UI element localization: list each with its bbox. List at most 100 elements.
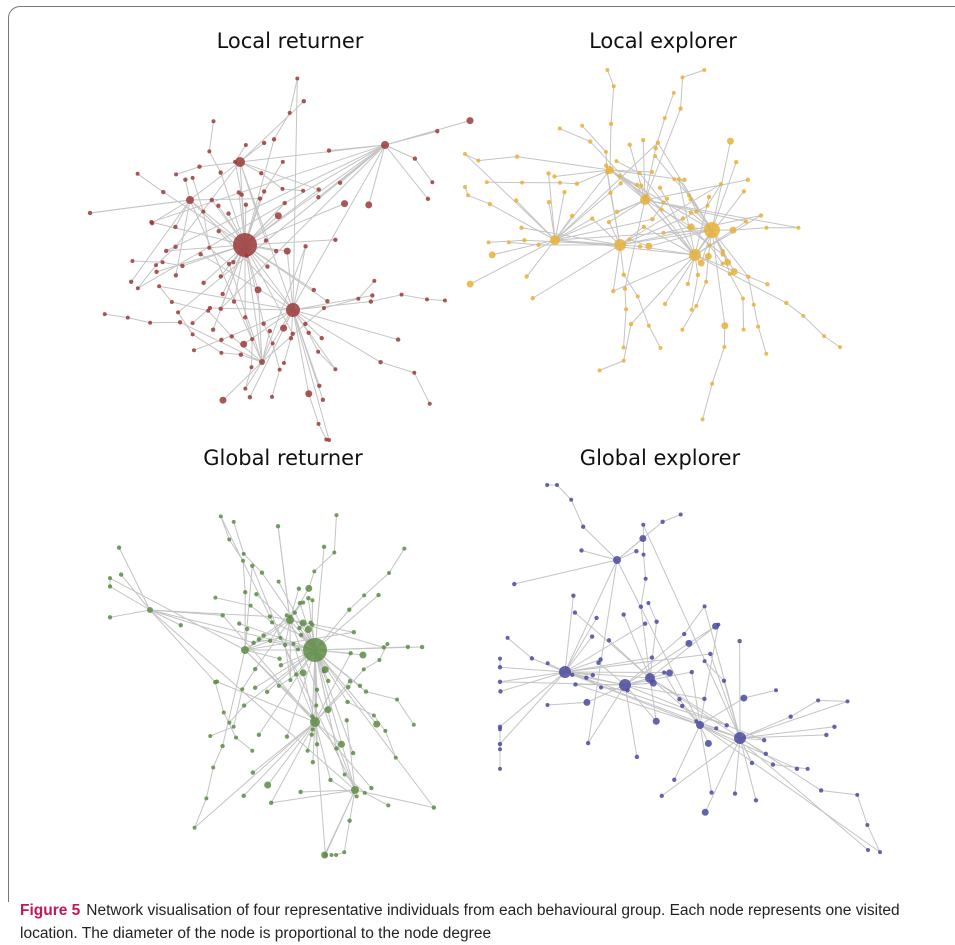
node bbox=[614, 159, 619, 164]
edge bbox=[489, 203, 556, 241]
node bbox=[303, 638, 327, 662]
node bbox=[519, 225, 524, 230]
edge bbox=[609, 169, 646, 201]
node bbox=[371, 713, 376, 718]
node bbox=[672, 177, 677, 182]
node bbox=[381, 645, 387, 650]
node bbox=[637, 244, 643, 249]
node bbox=[270, 341, 275, 346]
edge bbox=[194, 721, 316, 829]
node bbox=[373, 720, 381, 728]
node bbox=[342, 772, 347, 777]
node bbox=[662, 670, 667, 675]
node bbox=[356, 296, 361, 301]
edge bbox=[610, 86, 615, 124]
edge bbox=[194, 798, 207, 828]
node bbox=[721, 322, 729, 330]
node bbox=[708, 651, 713, 657]
node bbox=[572, 610, 578, 615]
node bbox=[608, 190, 613, 195]
node bbox=[235, 157, 245, 167]
node bbox=[689, 669, 694, 675]
node bbox=[722, 344, 727, 349]
edge bbox=[414, 158, 433, 183]
node bbox=[424, 297, 429, 302]
node bbox=[583, 698, 591, 706]
edge bbox=[599, 360, 624, 371]
node bbox=[160, 260, 165, 265]
edge bbox=[263, 323, 274, 344]
edge bbox=[220, 172, 246, 246]
node bbox=[267, 638, 273, 643]
edge bbox=[647, 602, 658, 622]
edge bbox=[581, 125, 607, 153]
node bbox=[606, 166, 614, 174]
node bbox=[627, 237, 632, 242]
edge bbox=[709, 245, 724, 264]
node bbox=[635, 294, 640, 299]
edge bbox=[209, 307, 294, 311]
node bbox=[273, 248, 279, 254]
edge bbox=[384, 144, 429, 200]
node bbox=[613, 556, 621, 564]
node bbox=[164, 248, 169, 254]
node bbox=[278, 663, 284, 668]
node bbox=[622, 286, 628, 291]
edge bbox=[380, 361, 415, 374]
node bbox=[310, 598, 315, 603]
edge bbox=[678, 179, 696, 256]
node bbox=[247, 394, 253, 400]
panel-title: Global explorer bbox=[580, 446, 741, 470]
edge bbox=[623, 274, 639, 297]
edge bbox=[570, 499, 584, 527]
node bbox=[107, 584, 113, 589]
node bbox=[243, 202, 249, 207]
edge bbox=[200, 253, 294, 311]
panel-title: Local returner bbox=[217, 29, 364, 53]
node bbox=[634, 182, 640, 188]
node bbox=[334, 746, 339, 751]
node bbox=[218, 514, 223, 519]
node bbox=[298, 632, 304, 638]
node bbox=[108, 576, 112, 581]
node bbox=[231, 519, 236, 524]
node bbox=[569, 213, 575, 219]
node bbox=[497, 741, 503, 747]
node bbox=[305, 390, 313, 398]
edge bbox=[691, 274, 699, 310]
node bbox=[316, 421, 321, 426]
node bbox=[243, 386, 248, 391]
edge bbox=[464, 153, 479, 162]
edge bbox=[244, 631, 354, 651]
node bbox=[524, 274, 529, 279]
node bbox=[321, 544, 327, 550]
node bbox=[261, 321, 266, 326]
edge bbox=[292, 309, 381, 363]
node bbox=[221, 710, 226, 715]
edge bbox=[235, 737, 253, 752]
node bbox=[174, 172, 179, 177]
edge bbox=[772, 764, 808, 770]
node bbox=[529, 656, 535, 661]
node bbox=[291, 641, 296, 646]
node bbox=[704, 222, 720, 238]
node bbox=[585, 740, 591, 746]
edge bbox=[629, 144, 646, 201]
node bbox=[350, 750, 356, 756]
edge bbox=[292, 309, 399, 341]
node bbox=[311, 287, 316, 293]
node bbox=[393, 755, 398, 760]
edge bbox=[289, 78, 298, 113]
edge bbox=[469, 239, 556, 285]
edge bbox=[743, 689, 777, 699]
node bbox=[219, 350, 224, 355]
edge bbox=[564, 659, 601, 673]
edge bbox=[222, 615, 316, 723]
edge bbox=[286, 251, 294, 311]
edge bbox=[507, 637, 533, 659]
node bbox=[250, 337, 255, 342]
node bbox=[240, 687, 245, 692]
edge bbox=[349, 789, 356, 821]
node bbox=[687, 223, 695, 231]
node bbox=[253, 666, 258, 672]
